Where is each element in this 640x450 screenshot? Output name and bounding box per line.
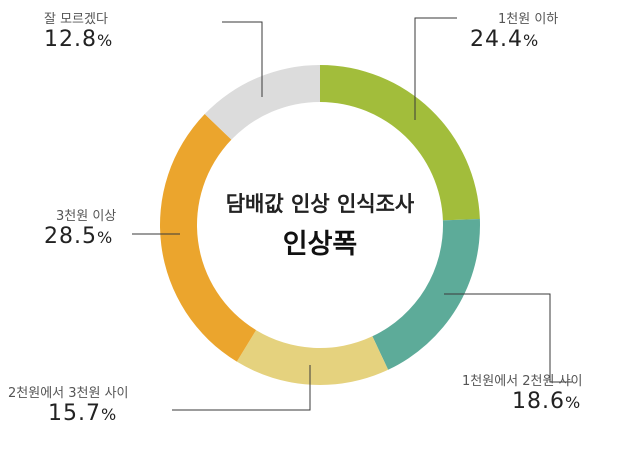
category-label: 잘 모르겠다: [44, 12, 108, 27]
slice-1: [372, 218, 481, 370]
leader-lines-group: [132, 17, 572, 411]
chart-subtitle: 인상폭: [282, 229, 358, 260]
chart-title: 담배값 인상 인식조사: [225, 192, 415, 216]
category-label: 3천원 이상: [56, 209, 117, 224]
category-label: 2천원에서 3천원 사이: [8, 386, 129, 401]
slice-0: [320, 65, 480, 221]
value-label: 12.8%: [44, 27, 114, 52]
slices-group: [159, 65, 481, 385]
label-1000-below: 1천원 이하 24.4%: [470, 8, 558, 52]
leader-line-4: [222, 21, 263, 97]
category-label: 1천원에서 2천원 사이: [462, 374, 583, 389]
value-label: 24.4%: [470, 27, 540, 52]
value-label: 18.6%: [512, 389, 582, 414]
label-3000-above: 3천원 이상 28.5%: [44, 205, 116, 249]
label-2000-to-3000: 2천원에서 3천원 사이 15.7%: [8, 382, 129, 426]
leader-line-0: [414, 17, 457, 120]
value-label: 28.5%: [44, 224, 114, 249]
label-dont-know: 잘 모르겠다 12.8%: [44, 8, 113, 52]
slice-4: [204, 65, 320, 140]
label-1000-to-2000: 1천원에서 2천원 사이 18.6%: [462, 370, 583, 414]
leader-line-1: [444, 293, 572, 383]
slice-3: [159, 114, 257, 362]
chart-center-title: 담배값 인상 인식조사 인상폭: [200, 188, 440, 261]
slice-2: [236, 330, 389, 385]
leader-line-2: [172, 365, 311, 411]
value-label: 15.7%: [48, 401, 118, 426]
category-label: 1천원 이하: [498, 12, 559, 27]
